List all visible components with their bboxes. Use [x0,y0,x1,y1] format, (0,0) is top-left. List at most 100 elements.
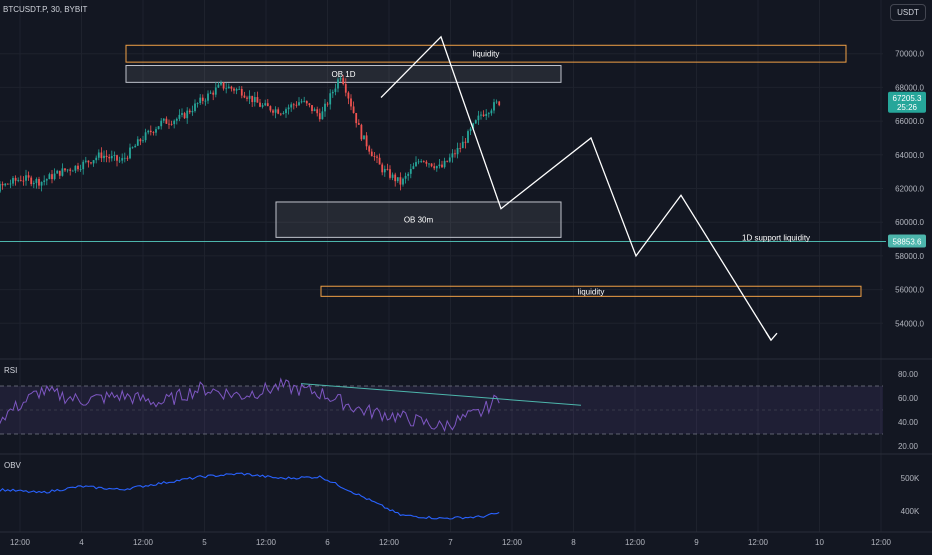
candle-body [381,164,384,173]
x-tick-label: 12:00 [379,538,400,547]
candle-body [355,113,358,124]
countdown-text: 25:26 [897,103,918,112]
candle-body [300,101,303,103]
current-price-text: 67205.3 [893,94,922,103]
x-tick-label: 8 [571,538,576,547]
candle-body [334,88,337,92]
candle-body [14,177,17,181]
candle-body [19,179,22,181]
candle-body [4,183,7,186]
symbol-title[interactable]: BTCUSDT.P, 30, BYBIT [3,5,88,14]
zone-box[interactable] [320,285,862,297]
candle-body [370,151,373,157]
obv-label: OBV [4,461,22,470]
candle-body [178,114,181,119]
candle-body [77,165,79,170]
candle-body [482,114,485,117]
candle-body [399,177,402,185]
candle-body [95,157,98,161]
y-tick-label: 64000.0 [895,151,924,160]
y-tick-label: 68000.0 [895,83,924,92]
obv-tick-label: 400K [901,507,920,516]
candle-body [142,140,144,142]
candle-body [498,101,501,106]
candle-body [79,169,82,170]
candle-body [175,118,178,121]
candle-body [493,102,495,111]
candle-body [485,113,488,117]
candle-body [51,174,53,180]
candle-body [105,155,108,158]
candle-body [428,163,430,165]
rsi-tick-label: 40.00 [898,418,919,427]
candle-body [155,129,157,133]
candle-body [152,132,155,133]
zone-label: OB 1D [331,70,355,79]
candle-body [277,109,280,114]
candle-body [165,118,168,124]
candle-body [248,95,251,99]
candle-body [396,177,399,182]
candle-body [448,157,451,162]
zone-label: OB 30m [404,216,434,225]
candle-body [118,160,121,162]
candle-body [373,156,376,158]
candle-body [425,161,428,164]
candle-body [402,178,404,185]
candle-body [222,82,225,89]
projection-path[interactable] [380,35,772,341]
candle-body [285,109,287,114]
candle-body [113,155,116,157]
rsi-label: RSI [4,366,17,375]
y-tick-label: 70000.0 [895,50,924,59]
candle-body [188,110,191,113]
candle-body [204,100,207,102]
zone-box[interactable] [275,201,562,238]
candle-body [318,113,321,120]
candle-body [469,128,472,132]
y-tick-label: 60000.0 [895,218,924,227]
candle-body [295,104,298,106]
candle-body [69,169,72,171]
candle-body [82,161,85,170]
candle-body [12,177,14,184]
current-price-badge [888,91,926,113]
currency-button[interactable]: USDT [890,4,926,21]
support-price-badge [888,234,926,248]
zone-label: liquidity [473,50,500,59]
candle-body [324,103,326,112]
candle-body [376,156,378,158]
zone-box[interactable] [125,44,847,63]
rsi-line [0,377,500,433]
candle-body [61,168,64,176]
candle-body [417,161,420,163]
candle-body [170,123,173,125]
candle-body [269,106,272,111]
x-tick-label: 12:00 [748,538,769,547]
candle-body [467,131,469,143]
candle-body [84,160,87,162]
candle-body [451,153,454,158]
candle-body [87,160,90,163]
candle-body [110,156,113,159]
candle-body [490,110,493,114]
candle-body [100,152,103,159]
candle-body [238,88,241,90]
candle-body [308,103,311,106]
candle-body [360,124,363,140]
candle-body [313,109,316,112]
candle-body [409,168,412,174]
x-tick-label: 4 [79,538,84,547]
candle-body [290,104,293,108]
candle-body [38,178,40,186]
candle-body [461,141,464,149]
candle-body [391,174,394,178]
candle-body [149,130,152,133]
x-tick-label: 12:00 [871,538,892,547]
rsi-trendline[interactable] [300,383,582,406]
candle-body [74,165,77,171]
candle-body [220,82,222,85]
candle-body [272,110,274,113]
candle-body [66,169,69,171]
candle-body [1,183,4,186]
